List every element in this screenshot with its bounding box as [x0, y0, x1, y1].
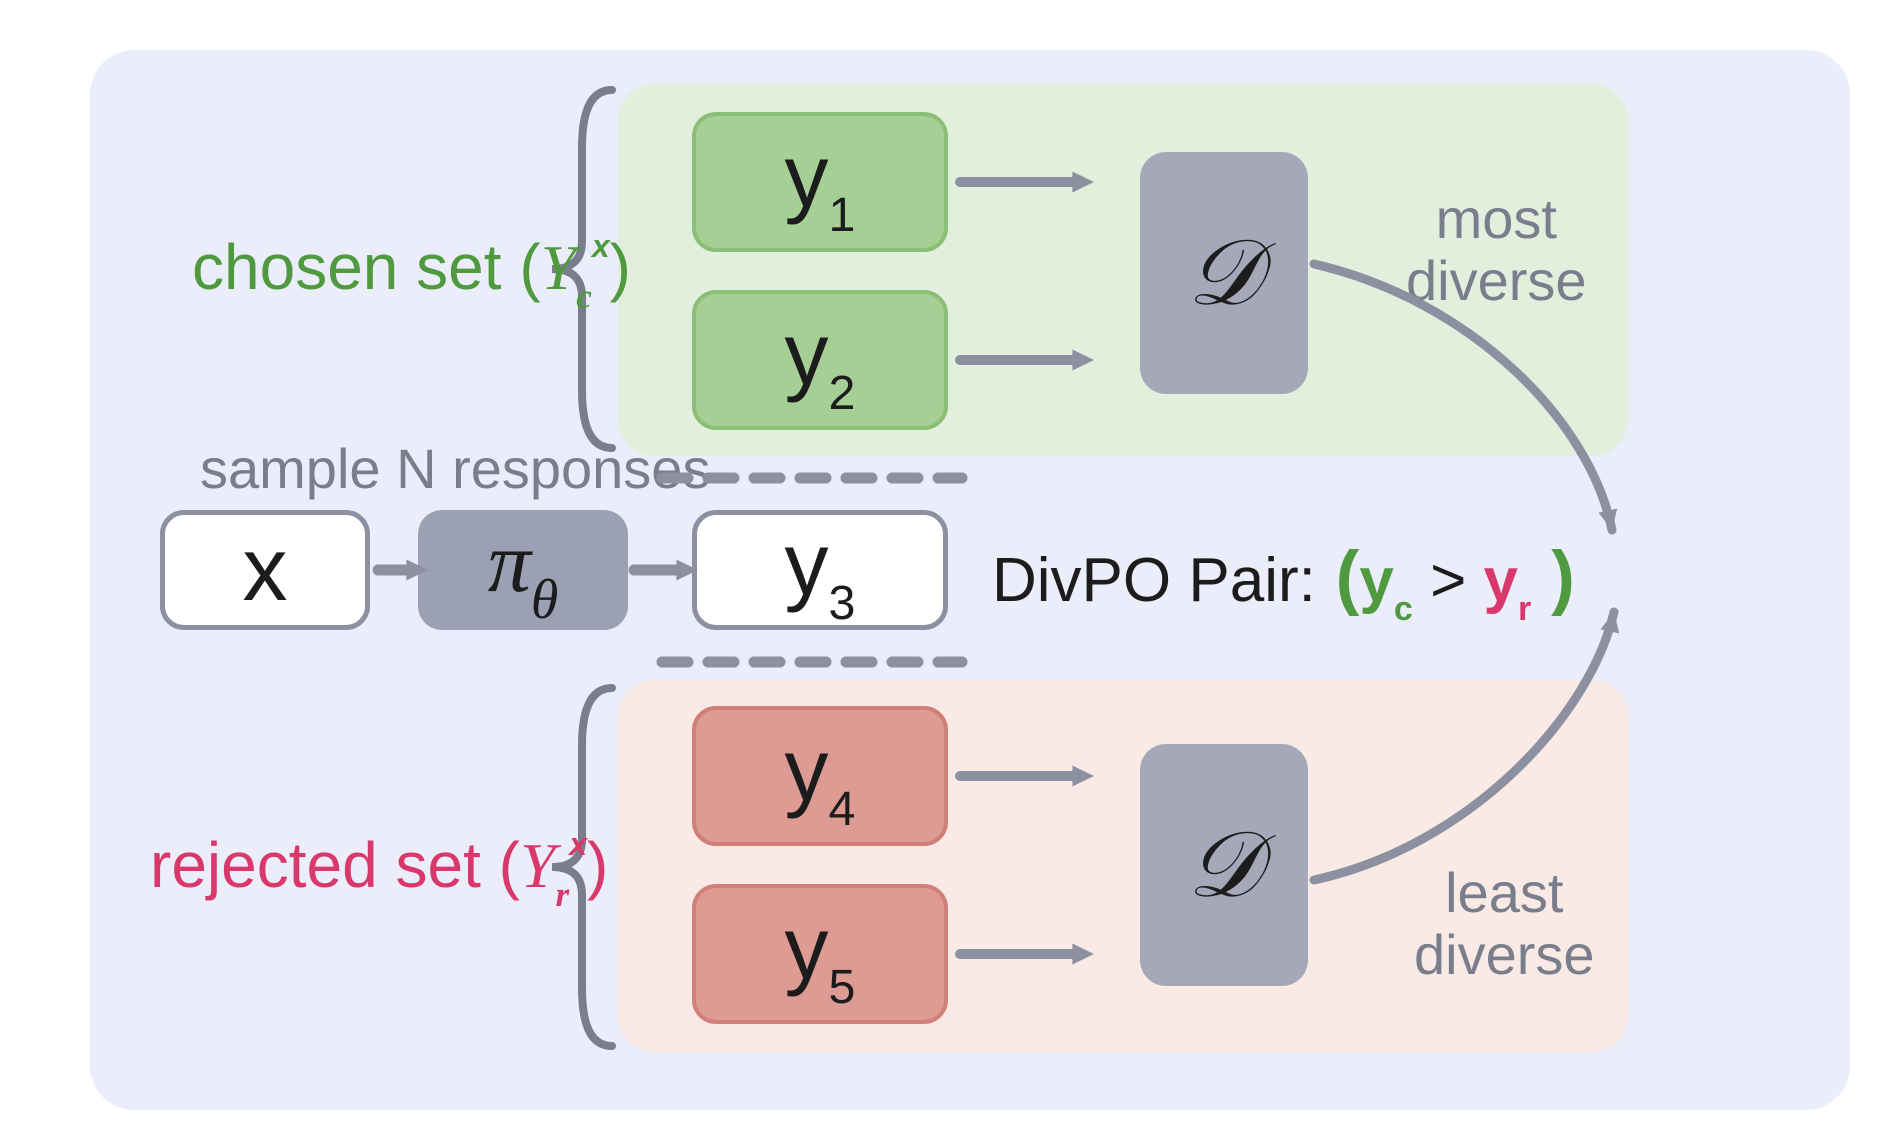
- sample-n-label: sample N responses: [200, 438, 710, 500]
- most-diverse-label: mostdiverse: [1406, 188, 1587, 311]
- diversity-bottom-node: 𝒟: [1140, 744, 1308, 986]
- policy-pi-theta-node: πθ: [418, 510, 628, 630]
- diagram-canvas: x πθ y1 y2 y3 y4 y5 𝒟 𝒟 chosen set (Ycx)…: [0, 0, 1896, 1148]
- diversity-top-node: 𝒟: [1140, 152, 1308, 394]
- response-y4-node: y4: [692, 706, 948, 846]
- response-y1-node: y1: [692, 112, 948, 252]
- chosen-set-label: chosen set (Ycx): [192, 232, 631, 312]
- response-y2-node: y2: [692, 290, 948, 430]
- rejected-set-label: rejected set (Yrx): [150, 830, 608, 910]
- response-y3-node: y3: [692, 510, 948, 630]
- divpo-pair-label: DivPO Pair: (yc > yr ): [992, 538, 1575, 623]
- least-diverse-label: leastdiverse: [1414, 862, 1595, 985]
- response-y5-node: y5: [692, 884, 948, 1024]
- input-x-node: x: [160, 510, 370, 630]
